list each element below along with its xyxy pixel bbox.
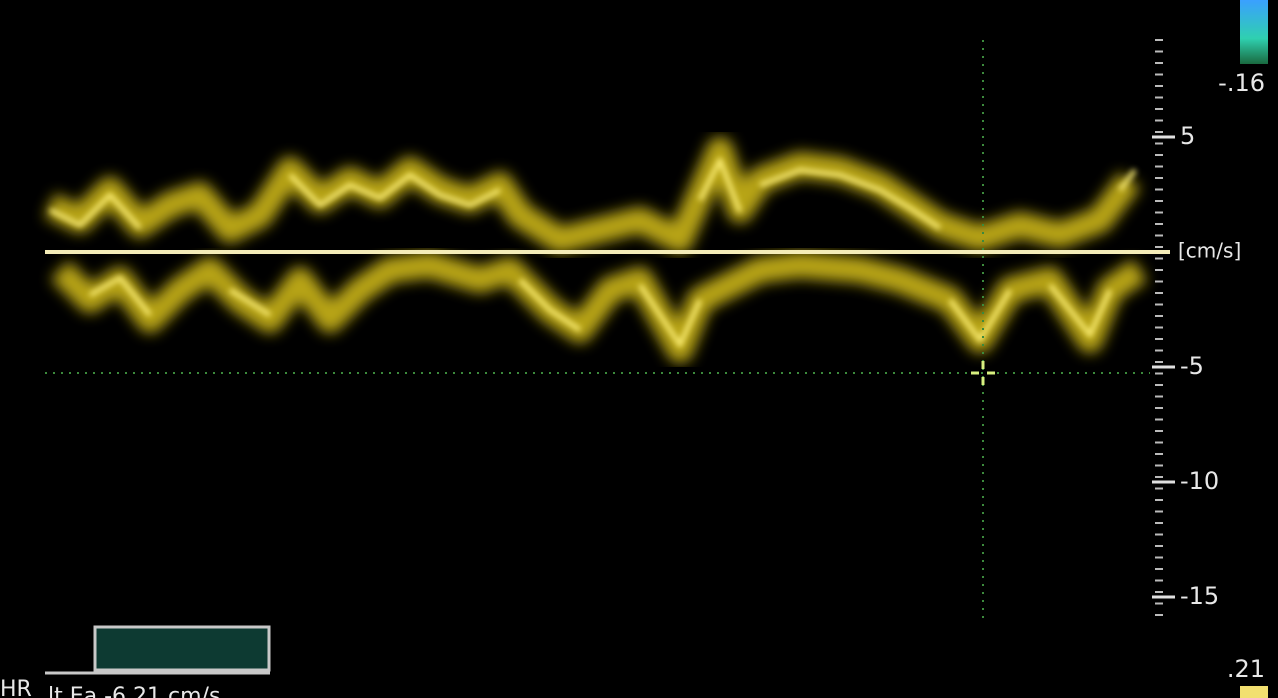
measure-box <box>93 625 271 672</box>
tick-label: -5 <box>1180 352 1204 380</box>
color-bar-top-label: -.16 <box>1218 69 1265 97</box>
measurement: lt Ea -6.21 cm/s <box>48 684 220 698</box>
hr-label: HR <box>0 677 32 698</box>
color-bar-bottom <box>1240 686 1268 698</box>
color-bar <box>1240 0 1268 64</box>
scale-unit: [cm/s] <box>1178 239 1241 263</box>
cursor-cross <box>971 361 995 385</box>
velocity-scale: 5 -5 -10 -15 <box>1152 39 1219 616</box>
tick-label: -15 <box>1180 582 1219 610</box>
tick-label: -10 <box>1180 467 1219 495</box>
color-bar-bottom-label: .21 <box>1227 655 1265 683</box>
tick-label: 5 <box>1180 122 1195 150</box>
waveform <box>44 137 1148 363</box>
